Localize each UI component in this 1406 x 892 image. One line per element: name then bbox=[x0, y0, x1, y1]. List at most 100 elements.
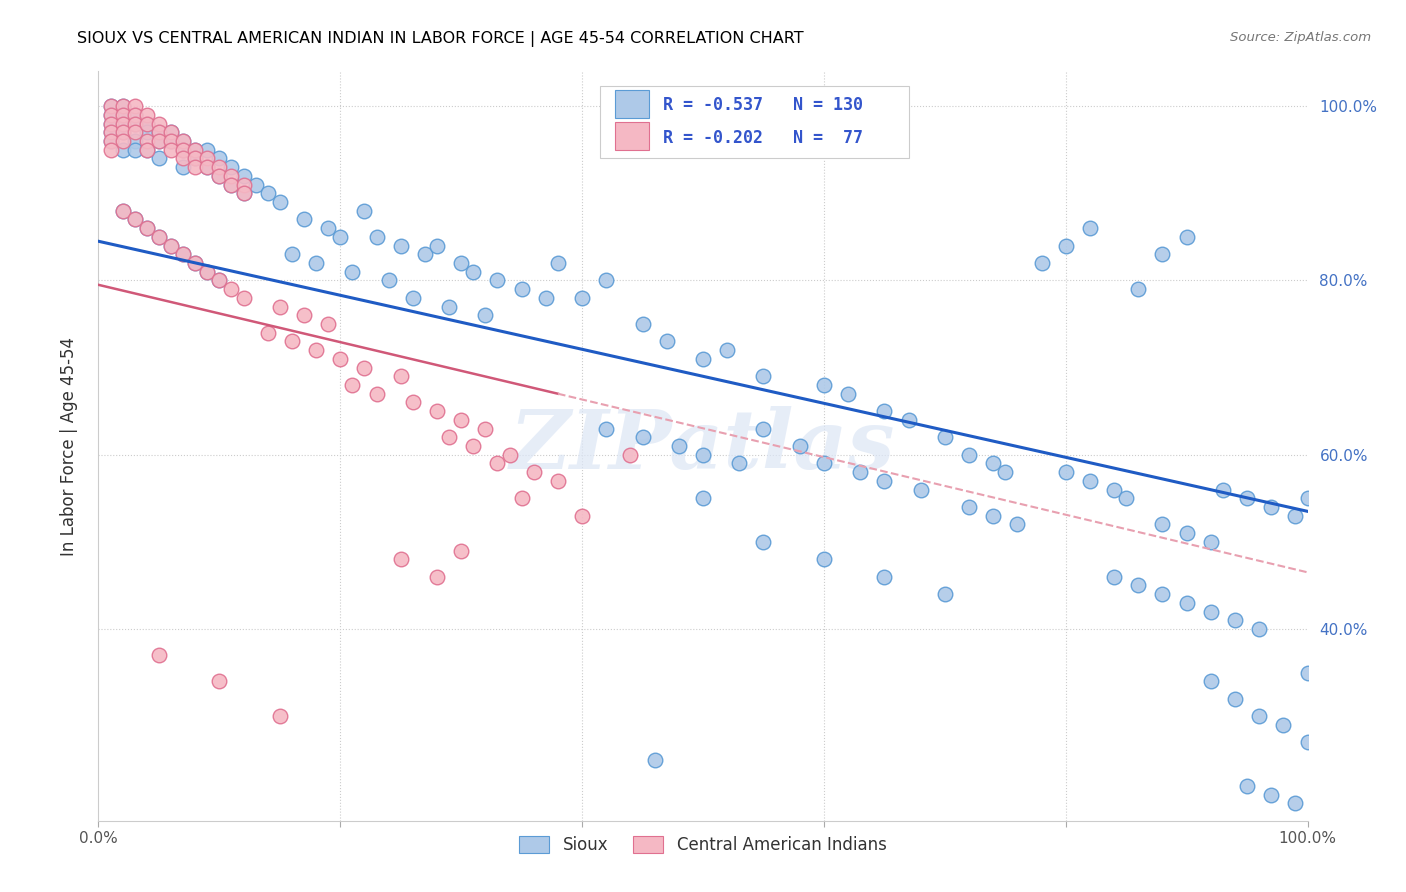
Point bbox=[172, 247, 194, 261]
Point bbox=[644, 753, 666, 767]
Point bbox=[135, 143, 157, 157]
Point bbox=[426, 238, 449, 252]
Point bbox=[1102, 483, 1125, 497]
Point bbox=[124, 117, 146, 131]
Point bbox=[111, 125, 134, 139]
Point bbox=[813, 378, 835, 392]
Point bbox=[1284, 508, 1306, 523]
Point bbox=[148, 125, 170, 139]
Point bbox=[752, 421, 775, 435]
Point bbox=[160, 238, 183, 252]
Point bbox=[1284, 796, 1306, 810]
Point bbox=[148, 230, 170, 244]
Point bbox=[124, 108, 146, 122]
Point bbox=[100, 134, 122, 148]
Point bbox=[172, 143, 194, 157]
Point bbox=[1175, 526, 1198, 541]
Point bbox=[631, 317, 654, 331]
Point bbox=[692, 448, 714, 462]
Point bbox=[184, 160, 207, 174]
Point bbox=[498, 448, 520, 462]
Point bbox=[111, 99, 134, 113]
Point bbox=[208, 160, 231, 174]
Point bbox=[256, 326, 278, 340]
Point bbox=[1102, 570, 1125, 584]
Point bbox=[269, 709, 291, 723]
Point bbox=[329, 230, 352, 244]
Point bbox=[413, 247, 436, 261]
Point bbox=[148, 125, 170, 139]
Point bbox=[1236, 779, 1258, 793]
Point bbox=[232, 291, 254, 305]
Point bbox=[208, 273, 231, 287]
Point bbox=[752, 369, 775, 384]
Point bbox=[100, 117, 122, 131]
Point bbox=[316, 317, 339, 331]
Point bbox=[184, 143, 207, 157]
Point bbox=[619, 448, 641, 462]
Point bbox=[111, 143, 134, 157]
Point bbox=[269, 300, 291, 314]
Point bbox=[305, 343, 328, 358]
Point bbox=[389, 369, 412, 384]
Point bbox=[135, 221, 157, 235]
Point bbox=[111, 117, 134, 131]
Point bbox=[195, 152, 218, 166]
Point bbox=[450, 413, 472, 427]
Point bbox=[135, 125, 157, 139]
Point bbox=[1296, 491, 1319, 506]
Point bbox=[160, 134, 183, 148]
Point bbox=[135, 117, 157, 131]
Point bbox=[1175, 596, 1198, 610]
Point bbox=[692, 351, 714, 366]
Point bbox=[305, 256, 328, 270]
Point bbox=[111, 203, 134, 218]
Point bbox=[100, 125, 122, 139]
Point bbox=[1128, 578, 1150, 592]
Point bbox=[208, 169, 231, 183]
Text: SIOUX VS CENTRAL AMERICAN INDIAN IN LABOR FORCE | AGE 45-54 CORRELATION CHART: SIOUX VS CENTRAL AMERICAN INDIAN IN LABO… bbox=[77, 31, 804, 47]
Point bbox=[111, 108, 134, 122]
Point bbox=[1223, 691, 1246, 706]
Point bbox=[789, 439, 811, 453]
Point bbox=[377, 273, 399, 287]
Point bbox=[100, 117, 122, 131]
Point bbox=[389, 552, 412, 566]
Point bbox=[111, 203, 134, 218]
Point bbox=[342, 265, 364, 279]
Point bbox=[172, 152, 194, 166]
Point bbox=[148, 134, 170, 148]
Point bbox=[1007, 517, 1029, 532]
Point bbox=[1212, 483, 1234, 497]
Point bbox=[124, 99, 146, 113]
Point bbox=[1199, 674, 1222, 689]
Point bbox=[124, 108, 146, 122]
Point bbox=[1223, 613, 1246, 627]
Point bbox=[595, 421, 617, 435]
Point bbox=[208, 273, 231, 287]
Point bbox=[172, 134, 194, 148]
Point bbox=[148, 134, 170, 148]
Point bbox=[1115, 491, 1137, 506]
Point bbox=[124, 212, 146, 227]
Point bbox=[184, 256, 207, 270]
Point bbox=[124, 125, 146, 139]
Text: R = -0.202   N =  77: R = -0.202 N = 77 bbox=[664, 128, 863, 146]
Point bbox=[534, 291, 557, 305]
Point bbox=[148, 117, 170, 131]
Point bbox=[135, 221, 157, 235]
Point bbox=[426, 570, 449, 584]
Point bbox=[221, 160, 243, 174]
Point bbox=[366, 386, 388, 401]
Point bbox=[111, 134, 134, 148]
Point bbox=[342, 378, 364, 392]
Bar bbox=[614, 122, 648, 151]
Point bbox=[184, 143, 207, 157]
Point bbox=[571, 508, 593, 523]
Point bbox=[873, 404, 896, 418]
Point bbox=[100, 108, 122, 122]
Point bbox=[1260, 500, 1282, 514]
Point bbox=[957, 500, 980, 514]
Point bbox=[1249, 622, 1271, 636]
Point bbox=[353, 360, 375, 375]
